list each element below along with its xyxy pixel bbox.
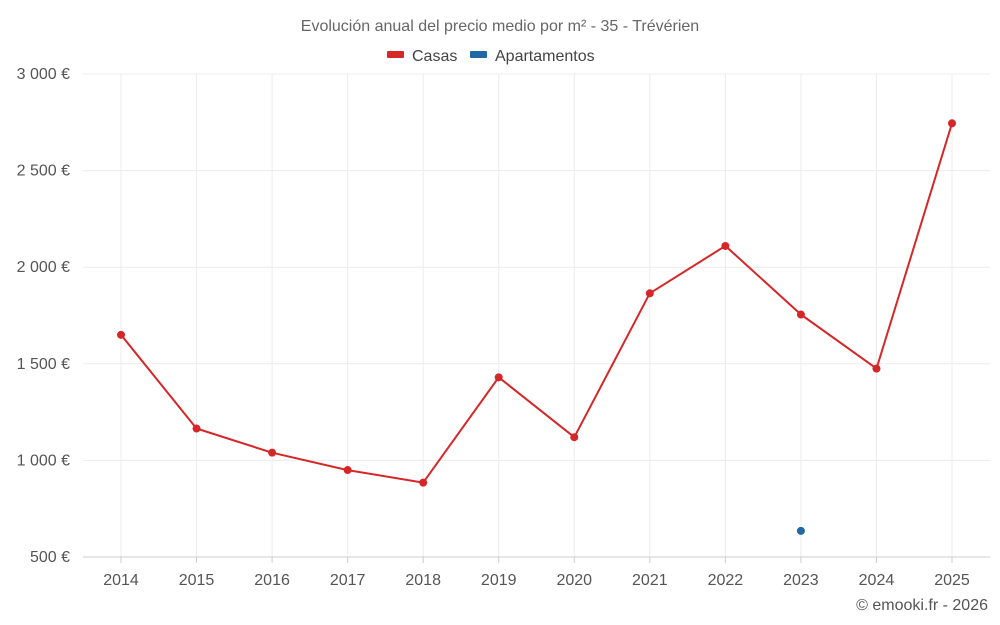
- x-tick-label: 2023: [783, 572, 819, 589]
- data-point-casas[interactable]: [494, 373, 503, 382]
- y-tick-label: 2 500 €: [17, 163, 70, 180]
- y-tick-label: 1 500 €: [17, 356, 70, 373]
- legend-swatch-apartamentos: [470, 51, 487, 58]
- legend-item-apartamentos[interactable]: Apartamentos: [470, 48, 595, 65]
- x-tick-label: 2021: [632, 572, 668, 589]
- data-point-casas[interactable]: [570, 433, 579, 442]
- series-apartamentos: [796, 526, 805, 535]
- data-point-casas[interactable]: [645, 289, 654, 298]
- x-tick-label: 2024: [859, 572, 895, 589]
- data-point-casas[interactable]: [419, 478, 428, 487]
- data-point-apartamentos[interactable]: [796, 526, 805, 535]
- data-point-casas[interactable]: [872, 364, 881, 373]
- data-point-casas[interactable]: [117, 330, 125, 339]
- series-line-casas: [120, 123, 953, 484]
- y-tick-label: 1 000 €: [17, 452, 70, 469]
- x-tick-label: 2020: [556, 572, 592, 589]
- x-tick-label: 2022: [708, 572, 744, 589]
- y-tick-label: 2 000 €: [17, 259, 70, 276]
- legend-label-casas: Casas: [412, 48, 457, 65]
- data-point-casas[interactable]: [268, 448, 277, 457]
- y-tick-label: 500 €: [30, 549, 70, 566]
- data-point-casas[interactable]: [192, 424, 201, 433]
- y-tick-label: 3 000 €: [17, 66, 70, 83]
- series: [117, 119, 956, 535]
- x-axis-labels: 2014 2015 2016 2017 2018 2019 2020 2021 2022 2023…: [103, 572, 970, 589]
- x-tick-label: 2025: [934, 572, 970, 589]
- legend-label-apartamentos: Apartamentos: [495, 48, 595, 65]
- x-tick-label: 2017: [330, 572, 366, 589]
- data-point-casas[interactable]: [796, 310, 805, 319]
- axes: [83, 556, 990, 563]
- x-tick-label: 2015: [179, 572, 215, 589]
- credit-text: © emooki.fr - 2026: [856, 597, 988, 614]
- y-axis-labels: 500 € 1 000 € 1 500 € 2 000 € 2 500 € 3 000 €: [17, 66, 70, 566]
- x-tick-label: 2018: [405, 572, 441, 589]
- legend-swatch-casas: [387, 51, 404, 58]
- data-point-casas[interactable]: [721, 241, 730, 250]
- data-point-casas[interactable]: [343, 466, 352, 475]
- x-tick-label: 2019: [481, 572, 517, 589]
- series-casas: [117, 119, 956, 487]
- x-tick-label: 2014: [103, 572, 139, 589]
- data-point-casas[interactable]: [948, 119, 956, 128]
- legend-item-casas[interactable]: Casas: [387, 48, 457, 65]
- legend: Casas Apartamentos: [387, 48, 595, 65]
- chart-title: Evolución anual del precio medio por m² …: [301, 18, 699, 35]
- grid: [83, 73, 990, 557]
- x-tick-label: 2016: [254, 572, 290, 589]
